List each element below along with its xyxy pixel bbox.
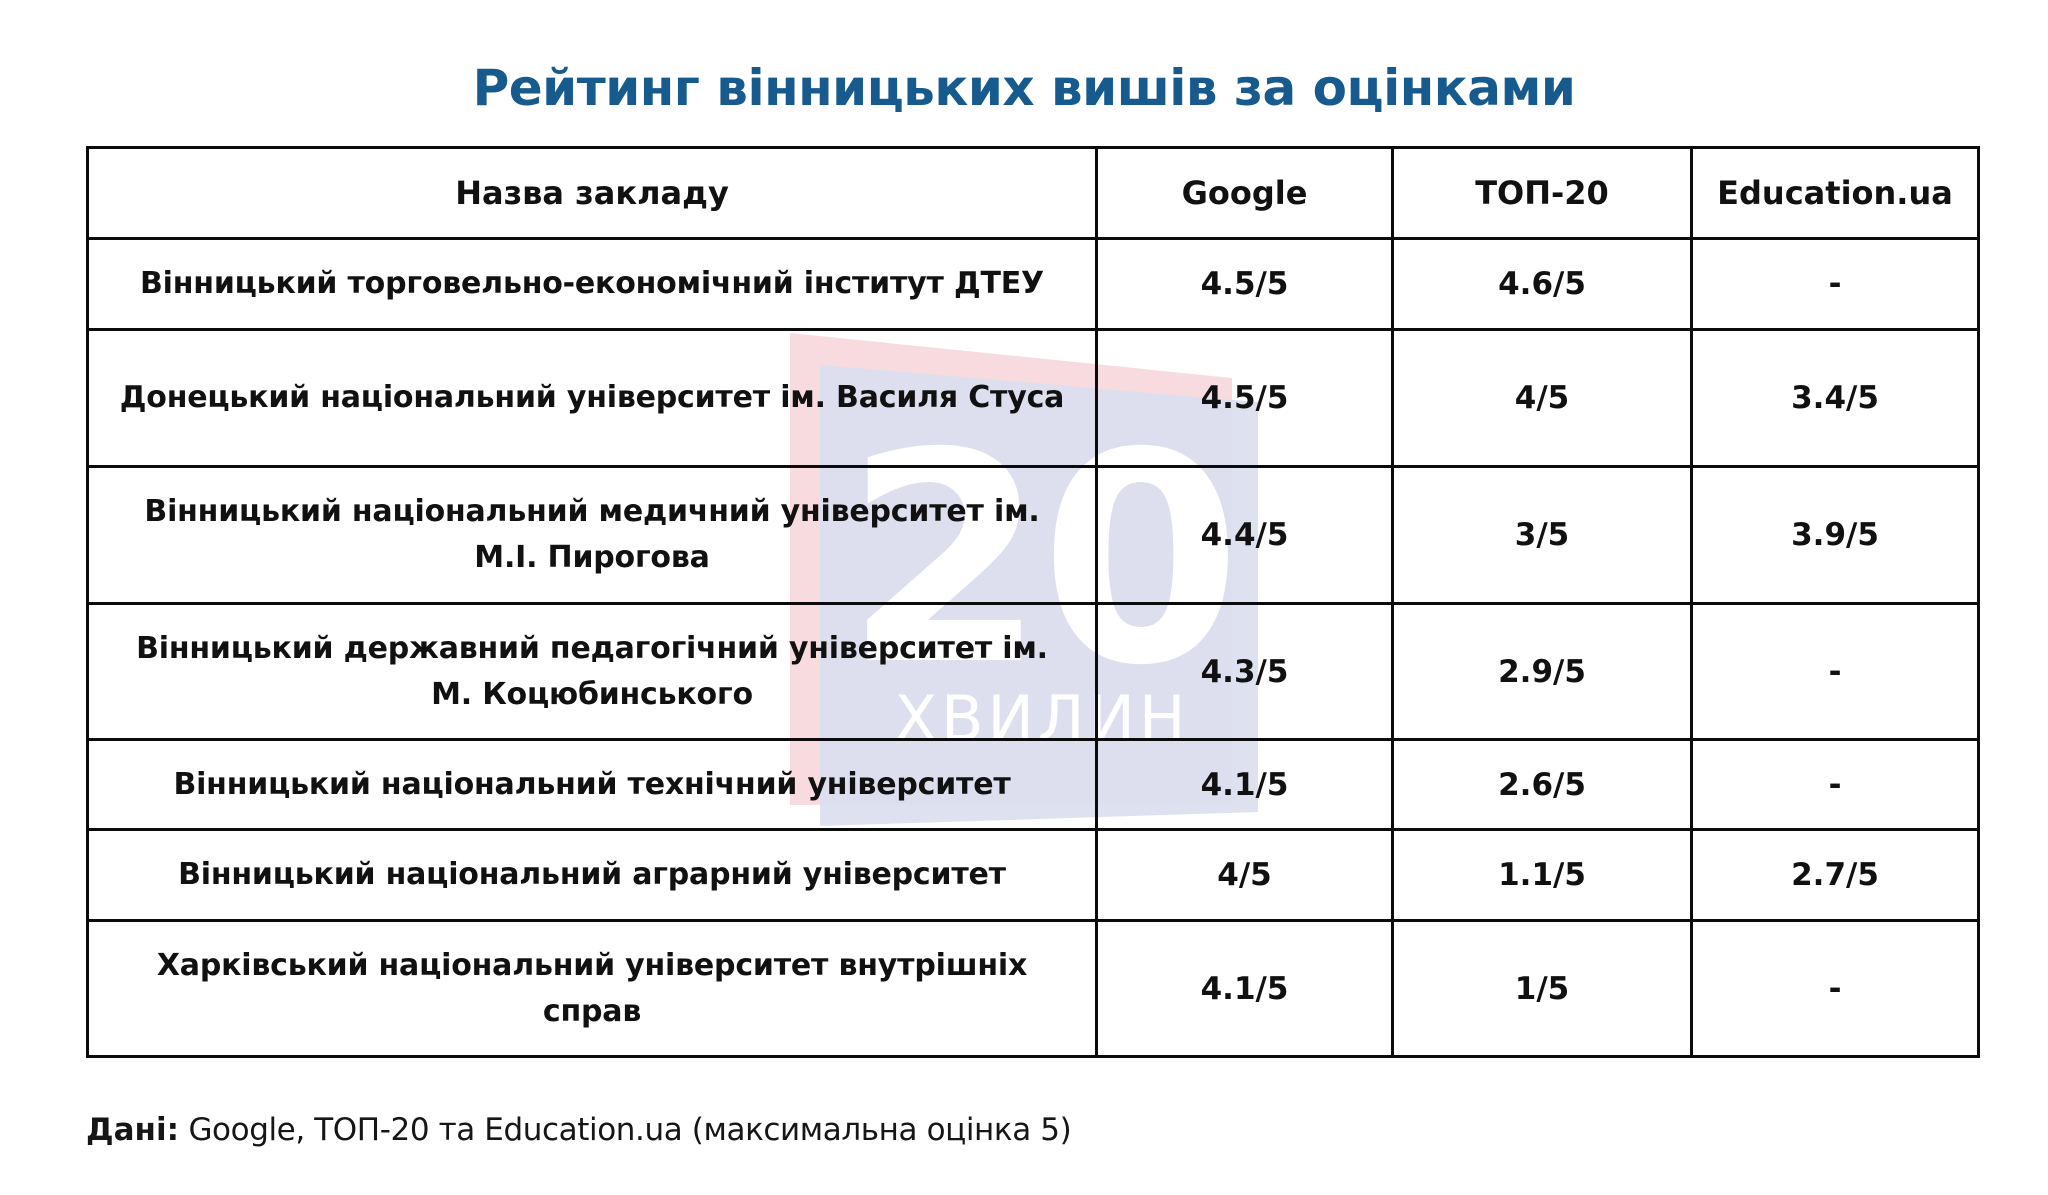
cell-name: Харківський національний університет вну… xyxy=(86,919,1098,1058)
cell-top20: 4/5 xyxy=(1391,328,1693,468)
page-title: Рейтинг вінницьких вишів за оцінками xyxy=(472,59,1576,117)
footnote-text: Google, ТОП-20 та Education.ua (максимал… xyxy=(178,1112,1072,1148)
table-row: Харківський національний університет вну… xyxy=(86,919,1980,1058)
cell-google: 4.5/5 xyxy=(1095,237,1394,331)
cell-education: - xyxy=(1690,738,1980,831)
ratings-table: Назва закладу Google ТОП-20 Education.ua… xyxy=(86,146,1980,1058)
cell-top20: 4.6/5 xyxy=(1391,237,1693,331)
cell-education: 2.7/5 xyxy=(1690,828,1980,922)
cell-google: 4/5 xyxy=(1095,828,1394,922)
cell-education: - xyxy=(1690,919,1980,1058)
ratings-table-container: Назва закладу Google ТОП-20 Education.ua… xyxy=(86,146,1980,1058)
cell-education: 3.4/5 xyxy=(1690,328,1980,468)
data-source-footnote: Дані: Google, ТОП-20 та Education.ua (ма… xyxy=(86,1108,1072,1152)
table-row: Вінницький національний медичний універс… xyxy=(86,465,1980,605)
table-row: Вінницький національний аграрний універс… xyxy=(86,828,1980,922)
cell-top20: 2.9/5 xyxy=(1391,602,1693,741)
cell-name: Донецький національний університет ім. В… xyxy=(86,328,1098,468)
cell-name: Вінницький національний медичний універс… xyxy=(86,465,1098,605)
cell-top20: 2.6/5 xyxy=(1391,738,1693,831)
cell-top20: 1/5 xyxy=(1391,919,1693,1058)
cell-education: 3.9/5 xyxy=(1690,465,1980,605)
cell-name: Вінницький національний технічний універ… xyxy=(86,738,1098,831)
header-google: Google xyxy=(1095,146,1394,240)
cell-google: 4.3/5 xyxy=(1095,602,1394,741)
cell-top20: 3/5 xyxy=(1391,465,1693,605)
cell-top20: 1.1/5 xyxy=(1391,828,1693,922)
header-name: Назва закладу xyxy=(86,146,1098,240)
cell-education: - xyxy=(1690,237,1980,331)
table-row: Вінницький національний технічний універ… xyxy=(86,738,1980,831)
table-row: Донецький національний університет ім. В… xyxy=(86,328,1980,468)
cell-name: Вінницький торговельно-економічний інсти… xyxy=(86,237,1098,331)
cell-name: Вінницький державний педагогічний універ… xyxy=(86,602,1098,741)
header-education: Education.ua xyxy=(1690,146,1980,240)
cell-google: 4.4/5 xyxy=(1095,465,1394,605)
header-top20: ТОП-20 xyxy=(1391,146,1693,240)
cell-education: - xyxy=(1690,602,1980,741)
cell-google: 4.1/5 xyxy=(1095,919,1394,1058)
table-header-row: Назва закладу Google ТОП-20 Education.ua xyxy=(86,146,1980,240)
cell-google: 4.1/5 xyxy=(1095,738,1394,831)
footnote-label: Дані: xyxy=(86,1112,179,1148)
cell-name: Вінницький національний аграрний універс… xyxy=(86,828,1098,922)
table-row: Вінницький торговельно-економічний інсти… xyxy=(86,237,1980,331)
cell-google: 4.5/5 xyxy=(1095,328,1394,468)
table-row: Вінницький державний педагогічний універ… xyxy=(86,602,1980,741)
